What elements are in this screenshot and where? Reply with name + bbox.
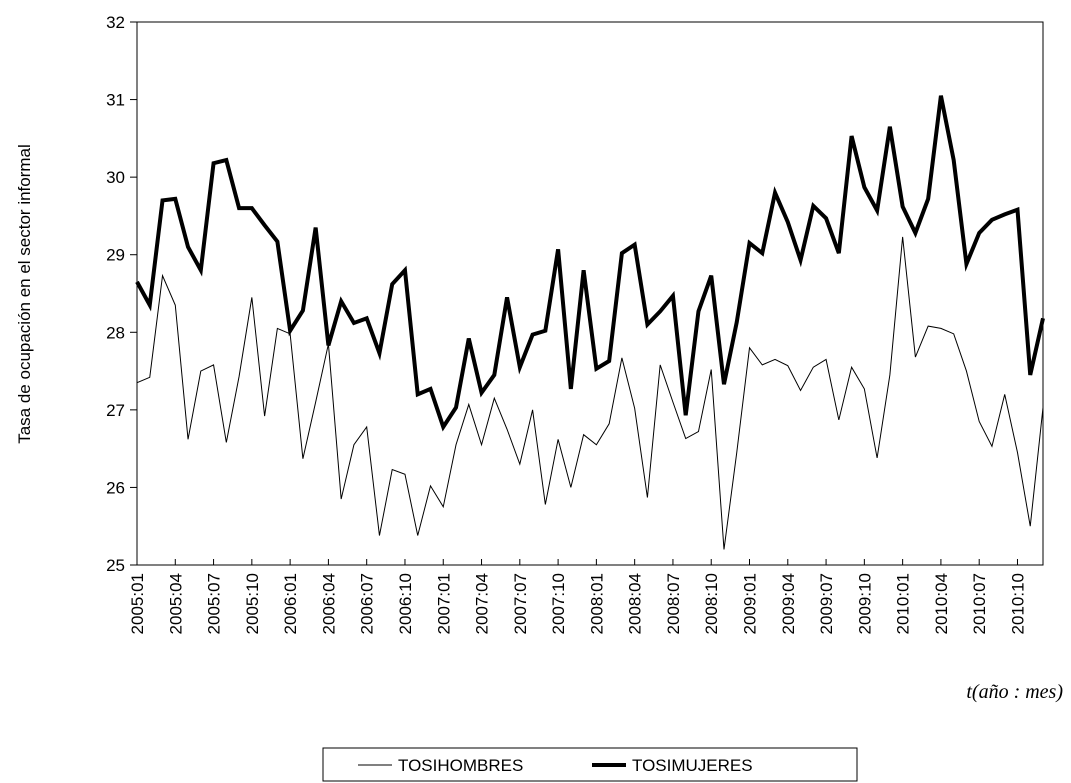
x-tick-label: 2005:01	[128, 573, 147, 634]
x-tick-label: 2009:07	[817, 573, 836, 634]
x-tick-label: 2008:01	[587, 573, 606, 634]
y-tick-label: 29	[106, 246, 125, 265]
x-tick-label: 2010:04	[932, 573, 951, 634]
x-tick-label: 2005:10	[243, 573, 262, 634]
x-axis-label: t(año : mes)	[966, 681, 1063, 703]
legend-label: TOSIHOMBRES	[398, 756, 523, 775]
y-axis-label: Tasa de ocupación en el sector informal	[15, 144, 34, 444]
x-tick-label: 2008:07	[664, 573, 683, 634]
x-tick-label: 2005:07	[205, 573, 224, 634]
x-tick-label: 2009:01	[741, 573, 760, 634]
y-tick-label: 25	[106, 556, 125, 575]
x-tick-label: 2010:10	[1008, 573, 1027, 634]
x-tick-label: 2007:04	[473, 573, 492, 634]
y-tick-label: 27	[106, 401, 125, 420]
y-tick-label: 32	[106, 13, 125, 32]
x-tick-label: 2006:01	[281, 573, 300, 634]
y-tick-label: 28	[106, 323, 125, 342]
legend-box	[322, 747, 858, 782]
x-tick-label: 2007:01	[434, 573, 453, 634]
x-tick-label: 2006:07	[358, 573, 377, 634]
y-tick-label: 31	[106, 91, 125, 110]
line-series	[135, 95, 1045, 432]
legend-label: TOSIMUJERES	[632, 756, 753, 775]
x-tick-label: 2007:10	[549, 573, 568, 634]
plot-frame	[136, 21, 1044, 566]
y-tick-label: 30	[106, 168, 125, 187]
x-tick-label: 2009:10	[855, 573, 874, 634]
x-tick-label: 2006:10	[396, 573, 415, 634]
line-series	[136, 236, 1044, 550]
x-tick-label: 2009:04	[779, 573, 798, 634]
x-tick-label: 2007:07	[511, 573, 530, 634]
x-tick-label: 2008:04	[626, 573, 645, 634]
x-tick-label: 2005:04	[166, 573, 185, 634]
x-tick-label: 2010:07	[970, 573, 989, 634]
x-tick-label: 2006:04	[319, 573, 338, 634]
y-tick-label: 26	[106, 478, 125, 497]
x-tick-label: 2010:01	[894, 573, 913, 634]
x-tick-label: 2008:10	[702, 573, 721, 634]
